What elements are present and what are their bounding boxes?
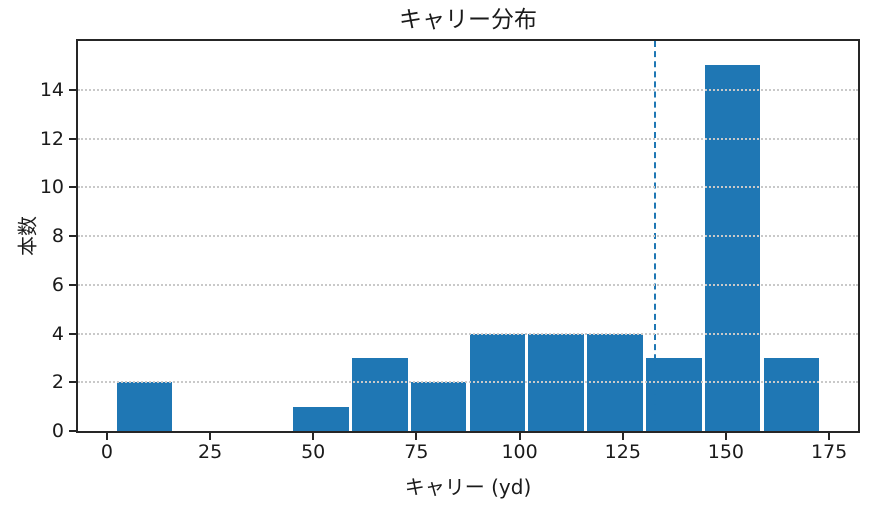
y-tick-label: 0 <box>51 420 64 442</box>
histogram-bar <box>116 382 173 431</box>
y-tick-label: 6 <box>51 273 64 296</box>
plot-area <box>78 41 858 431</box>
x-tick-label: 175 <box>810 441 848 463</box>
x-tick-label: 25 <box>198 441 223 463</box>
histogram-bar <box>410 382 467 431</box>
y-tick-mark <box>69 283 76 286</box>
y-tick-mark <box>69 186 76 189</box>
x-tick-label: 150 <box>707 441 745 463</box>
histogram-bar <box>763 357 820 431</box>
x-tick-mark <box>105 433 108 440</box>
x-tick-mark <box>621 433 624 440</box>
y-tick-mark <box>69 88 76 91</box>
y-tick-label: 4 <box>51 322 64 345</box>
gridline-y <box>78 186 858 189</box>
histogram-bar <box>704 65 761 431</box>
gridline-y <box>78 283 858 286</box>
chart-title: キャリー分布 <box>399 7 537 33</box>
gridline-y <box>78 381 858 384</box>
y-tick-mark <box>69 332 76 335</box>
y-tick-label: 12 <box>39 127 64 150</box>
y-tick-label: 14 <box>39 78 64 101</box>
x-tick-mark <box>724 433 727 440</box>
y-tick-mark <box>69 381 76 384</box>
y-tick-mark <box>69 137 76 140</box>
x-tick-label: 50 <box>301 441 326 463</box>
x-tick-mark <box>415 433 418 440</box>
x-tick-mark <box>312 433 315 440</box>
y-tick-label: 2 <box>51 371 64 394</box>
y-tick-mark <box>69 430 76 432</box>
x-tick-label: 0 <box>100 441 113 463</box>
gridline-y <box>78 235 858 237</box>
x-tick-label: 100 <box>501 441 538 463</box>
x-axis-label: キャリー (yd) <box>404 475 532 499</box>
y-tick-label: 10 <box>39 176 64 199</box>
x-tick-label: 125 <box>604 441 641 463</box>
x-tick-label: 75 <box>404 441 429 463</box>
gridline-y <box>78 88 858 91</box>
gridline-y <box>78 332 858 335</box>
y-tick-mark <box>69 235 76 237</box>
histogram-bar <box>293 406 349 431</box>
x-tick-mark <box>828 433 831 440</box>
gridline-y <box>78 137 858 140</box>
x-tick-mark <box>518 433 521 440</box>
y-tick-label: 8 <box>51 225 64 247</box>
histogram-bar <box>351 357 408 431</box>
x-tick-mark <box>209 433 212 440</box>
